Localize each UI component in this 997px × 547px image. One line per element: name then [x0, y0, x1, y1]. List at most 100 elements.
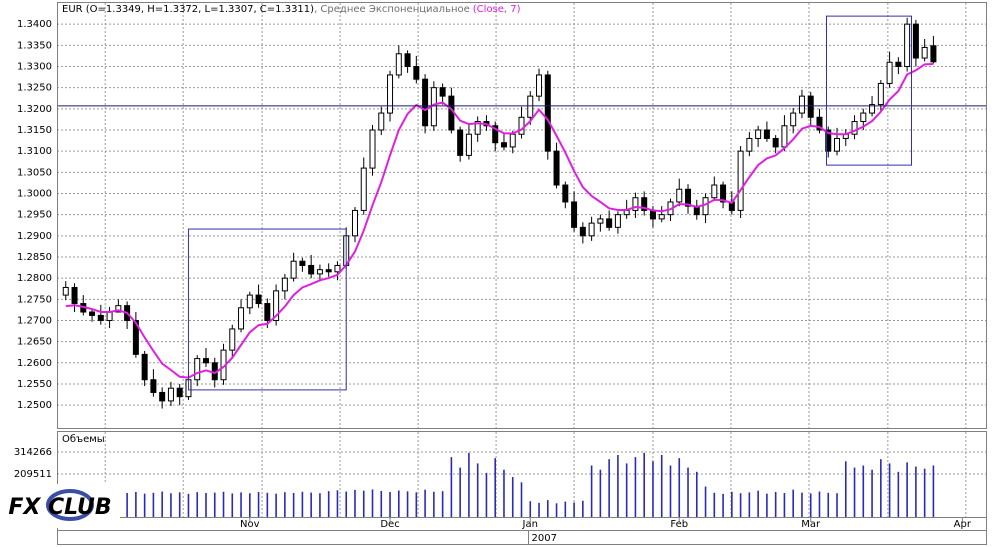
candle-body [457, 129, 464, 156]
candle-body [465, 133, 472, 156]
volume-tick-label: 209511 [14, 469, 52, 480]
candle-body [238, 307, 245, 330]
candle-body [422, 78, 429, 127]
logo-ring [46, 489, 94, 521]
candle-body [597, 218, 604, 224]
chart-title: EUR (O=1.3349, H=1.3372, L=1.3307, C=1.3… [62, 4, 521, 15]
candle-body [167, 387, 174, 402]
candle-body [886, 61, 893, 84]
candle-body [772, 137, 779, 148]
candle-body [159, 391, 166, 402]
candle-body [711, 184, 718, 199]
candle-body [904, 23, 911, 67]
y-tick-label: 1.3350 [17, 40, 52, 51]
candle-body [588, 222, 595, 237]
candle-body [676, 188, 683, 203]
title: EUR (O=1.3349, H=1.3372, L=1.3307, C=1.3… [62, 4, 314, 15]
annotation-box [187, 228, 347, 391]
candle-body [544, 74, 551, 152]
candle-body [229, 328, 236, 351]
candle-body [115, 305, 122, 313]
y-tick-label: 1.3150 [17, 125, 52, 136]
annotation-box [825, 15, 913, 166]
candle-body [97, 314, 104, 321]
candle-body [246, 294, 253, 309]
candle-body [509, 133, 516, 148]
candle-body [395, 53, 402, 76]
volume-tick-label: 314266 [14, 447, 52, 458]
candle-body [492, 125, 499, 144]
candle-body [553, 150, 560, 186]
volume-label: Объемы [62, 434, 105, 445]
candle-body [737, 150, 744, 211]
y-tick-label: 1.3200 [17, 104, 52, 115]
candle-body [632, 197, 639, 211]
candle-body [562, 184, 569, 203]
candle-body [281, 277, 288, 292]
candle-body [798, 95, 805, 114]
y-tick-label: 1.2800 [17, 273, 52, 284]
candle-body [439, 87, 446, 97]
y-tick-label: 1.3000 [17, 188, 52, 199]
y-tick-label: 1.3400 [17, 19, 52, 30]
logo-text: FX CLUB [8, 495, 111, 520]
candle-body [308, 264, 315, 275]
candle-body [895, 61, 902, 67]
candle-body [790, 112, 797, 127]
y-tick-label: 1.2650 [17, 337, 52, 348]
y-tick-label: 1.2550 [17, 379, 52, 390]
candle-body [299, 260, 306, 266]
x-tick-label: Jan [522, 519, 538, 530]
x-tick-label: Feb [670, 519, 688, 530]
x-tick-label: Dec [380, 519, 399, 530]
ema-line [65, 63, 934, 379]
candle-body [527, 95, 534, 118]
y-tick-label: 1.3300 [17, 61, 52, 72]
candle-body [921, 46, 928, 59]
y-tick-label: 1.2600 [17, 358, 52, 369]
x-tick-label: Mar [801, 519, 821, 530]
candle-body [851, 121, 858, 135]
y-tick-label: 1.2700 [17, 315, 52, 326]
candle-body [176, 387, 183, 398]
candle-body [71, 286, 78, 305]
candle-body [413, 65, 420, 80]
candle-body [641, 197, 648, 211]
candle-body [755, 129, 762, 139]
indicator: , Среднее Экспоненциальное [314, 4, 470, 15]
candle-body [807, 95, 814, 118]
candle-body [834, 137, 841, 152]
candle-body [763, 129, 770, 139]
candle-body [106, 311, 113, 321]
candle-body [614, 214, 621, 228]
candle-body [869, 104, 876, 114]
y-tick-label: 1.2850 [17, 252, 52, 263]
candle-body [746, 137, 753, 152]
candle-body [378, 112, 385, 131]
candle-body [912, 23, 919, 59]
candle-body [579, 226, 586, 237]
y-tick-label: 1.2900 [17, 231, 52, 242]
candle-body [334, 264, 341, 273]
candle-body [387, 74, 394, 114]
candle-body [623, 209, 630, 216]
candle-body [369, 129, 376, 169]
candle-body [781, 125, 788, 148]
y-tick-label: 1.2950 [17, 210, 52, 221]
x-tick-label: Nov [240, 519, 260, 530]
candle-body [816, 116, 823, 131]
candle-body [474, 121, 481, 135]
candle-body [500, 142, 507, 148]
candle-body [360, 167, 367, 211]
candle-body [62, 286, 69, 296]
candle-body [404, 53, 411, 67]
candle-body [930, 45, 937, 63]
year-label: 2007 [532, 533, 557, 544]
price-frame [57, 2, 987, 429]
candle-body [202, 358, 209, 364]
y-tick-label: 1.3250 [17, 83, 52, 94]
candle-body [255, 294, 262, 305]
y-tick-label: 1.3100 [17, 146, 52, 157]
candle-body [658, 214, 665, 220]
